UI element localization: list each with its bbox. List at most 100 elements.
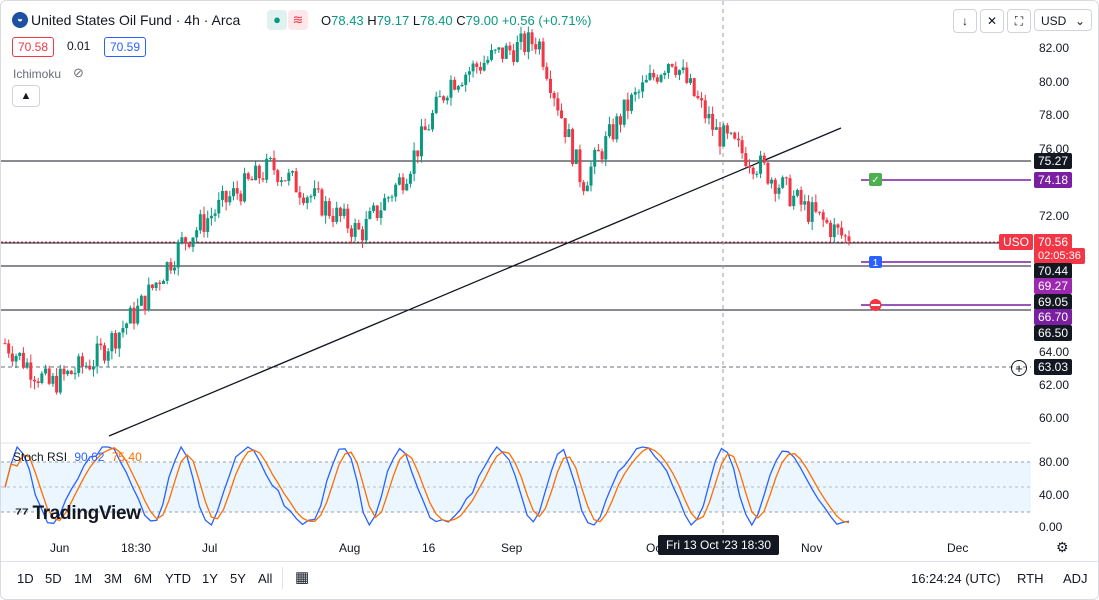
- candle-body: [508, 45, 512, 51]
- candle-body: [220, 190, 224, 200]
- symbol-title[interactable]: United States Oil Fund · 4h · Arca: [31, 12, 241, 28]
- candle-body: [187, 242, 191, 247]
- range-6m[interactable]: 6M: [134, 571, 153, 586]
- range-all[interactable]: All: [258, 571, 273, 586]
- stop-loss-label[interactable]: 66.70: [1034, 309, 1073, 325]
- candle-body: [689, 78, 693, 83]
- candle-body: [44, 368, 48, 374]
- range-5d[interactable]: 5D: [45, 571, 62, 586]
- candle-body: [663, 72, 667, 76]
- candle-body: [51, 375, 55, 384]
- candle-body: [239, 193, 243, 202]
- range-ytd[interactable]: YTD: [165, 571, 191, 586]
- collapse-icon[interactable]: ✕: [980, 9, 1004, 33]
- candle-body: [729, 132, 733, 134]
- candlestick-series: [3, 26, 851, 395]
- candle-body: [125, 323, 129, 329]
- session-toggle[interactable]: RTH: [1017, 571, 1044, 586]
- candle-body: [747, 166, 751, 168]
- candle-body: [257, 165, 261, 179]
- market-open-icon[interactable]: ●: [267, 10, 287, 30]
- candle-body: [722, 125, 726, 147]
- stoch-rsi-legend[interactable]: Stoch RSI 90.62 75.40: [13, 450, 142, 464]
- range-1m[interactable]: 1M: [74, 571, 93, 586]
- buy-price-button[interactable]: 70.59: [104, 37, 147, 57]
- candle-body: [342, 208, 346, 217]
- candle-body: [456, 86, 460, 90]
- candle-body: [265, 158, 269, 180]
- candle-body: [132, 307, 136, 324]
- range-5y[interactable]: 5Y: [230, 571, 246, 586]
- indicator-ichimoku-label[interactable]: Ichimoku: [13, 67, 62, 81]
- range-1y[interactable]: 1Y: [202, 571, 218, 586]
- add-alert-plus-icon[interactable]: +: [1011, 360, 1027, 376]
- adjust-toggle[interactable]: ADJ: [1063, 571, 1088, 586]
- candle-body: [40, 373, 44, 383]
- candle-body: [161, 280, 165, 284]
- candle-body: [585, 185, 589, 192]
- candle-body: [77, 356, 81, 374]
- time-tick: 18:30: [121, 541, 152, 555]
- candle-body: [497, 47, 501, 50]
- candle-body: [261, 178, 265, 180]
- candle-body: [110, 333, 114, 352]
- order-label[interactable]: 69.27: [1034, 278, 1073, 294]
- candle-body: [91, 366, 95, 370]
- candle-body: [744, 153, 748, 167]
- candle-body: [224, 190, 228, 203]
- candle-body: [66, 370, 70, 375]
- stoch-d-line: [4, 447, 850, 524]
- level-label[interactable]: 69.05: [1034, 294, 1073, 310]
- candle-body: [530, 32, 534, 45]
- sell-price-button[interactable]: 70.58: [12, 37, 55, 57]
- candle-body: [515, 42, 519, 62]
- download-arrow-icon[interactable]: ↓: [953, 9, 977, 33]
- candle-body: [25, 362, 29, 368]
- hide-eye-icon[interactable]: ⊘: [73, 65, 84, 80]
- level-label[interactable]: 70.44: [1034, 263, 1073, 279]
- candle-body: [114, 333, 118, 349]
- ohlc-values: O78.43 H79.17 L78.40 C79.00 +0.56 (+0.71…: [321, 13, 592, 28]
- candle-body: [213, 213, 217, 216]
- candle-body: [534, 44, 538, 50]
- candle-body: [759, 155, 763, 174]
- candle-body: [548, 78, 552, 94]
- wave-icon[interactable]: ≋: [288, 10, 308, 30]
- calendar-icon[interactable]: ▦: [295, 569, 310, 586]
- bar-countdown: 02:05:36: [1034, 248, 1085, 264]
- settings-gear-icon[interactable]: ⚙: [1056, 539, 1069, 555]
- level-label[interactable]: 75.27: [1034, 153, 1073, 169]
- collapse-legend-button[interactable]: ▲: [12, 85, 40, 107]
- take-profit-label[interactable]: 74.18: [1034, 172, 1073, 188]
- level-label[interactable]: 66.50: [1034, 325, 1073, 341]
- candle-body: [475, 63, 479, 67]
- candle-body: [169, 262, 173, 271]
- candle-body: [821, 212, 825, 220]
- candle-body: [327, 201, 331, 216]
- price-tick: 62.00: [1039, 378, 1070, 392]
- candle-body: [711, 113, 715, 130]
- currency-select[interactable]: USD ⌄: [1034, 9, 1092, 31]
- candle-body: [180, 237, 184, 243]
- order-quantity-marker: [869, 256, 882, 268]
- candle-body: [578, 149, 582, 183]
- candle-body: [386, 197, 390, 199]
- clock-display[interactable]: 16:24:24 (UTC): [911, 571, 1001, 586]
- time-tick: 16: [422, 541, 436, 555]
- candle-body: [419, 126, 423, 157]
- candle-body: [641, 82, 645, 92]
- candle-body: [618, 116, 622, 125]
- candle-body: [552, 93, 556, 99]
- range-1d[interactable]: 1D: [17, 571, 34, 586]
- candle-body: [659, 75, 663, 82]
- candle-body: [47, 368, 51, 384]
- candle-body: [707, 113, 711, 119]
- candle-body: [368, 211, 372, 219]
- candle-body: [195, 230, 199, 238]
- fullscreen-icon[interactable]: ⛶: [1007, 9, 1031, 33]
- range-3m[interactable]: 3M: [104, 571, 123, 586]
- candle-body: [622, 99, 626, 125]
- tradingview-logo[interactable]: ⁷⁷ TradingView: [15, 503, 141, 524]
